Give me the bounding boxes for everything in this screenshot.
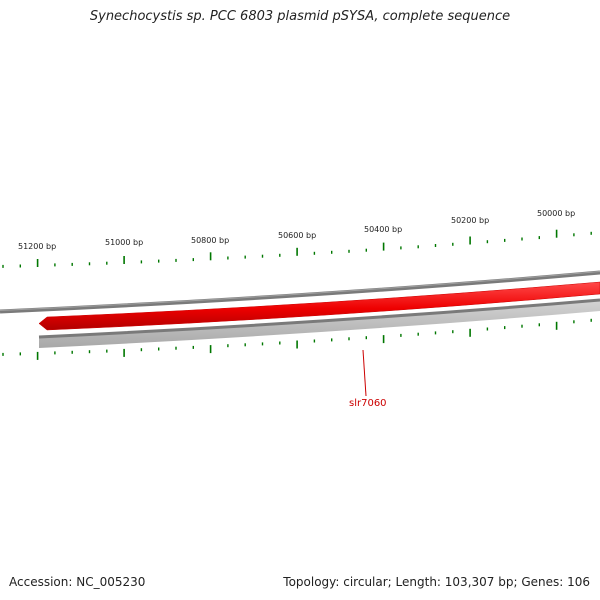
outer-scale-labels: 51200 bp 51000 bp 50800 bp 50600 bp 5040…	[18, 209, 575, 251]
scale-label: 50800 bp	[191, 236, 229, 245]
inner-scale-ticks	[2, 318, 592, 360]
scale-label: 50600 bp	[278, 231, 316, 240]
backbone-outer-highlight	[0, 271, 600, 311]
backbone-inner-edge	[38, 298, 600, 339]
scale-label: 50000 bp	[537, 209, 575, 218]
scale-label: 51200 bp	[18, 242, 56, 251]
genome-stats-text: Topology: circular; Length: 103,307 bp; …	[283, 575, 590, 589]
gene-label-slr7060[interactable]: slr7060	[349, 398, 387, 409]
scale-label: 51000 bp	[105, 238, 143, 247]
outer-scale-ticks	[2, 229, 592, 268]
gene-label-leader	[362, 349, 367, 397]
scale-label: 50400 bp	[364, 225, 402, 234]
map-title: Synechocystis sp. PCC 6803 plasmid pSYSA…	[89, 9, 511, 24]
accession-text: Accession: NC_005230	[9, 575, 146, 589]
scale-label: 50200 bp	[451, 216, 489, 225]
backbone-outer-track	[0, 270, 600, 314]
